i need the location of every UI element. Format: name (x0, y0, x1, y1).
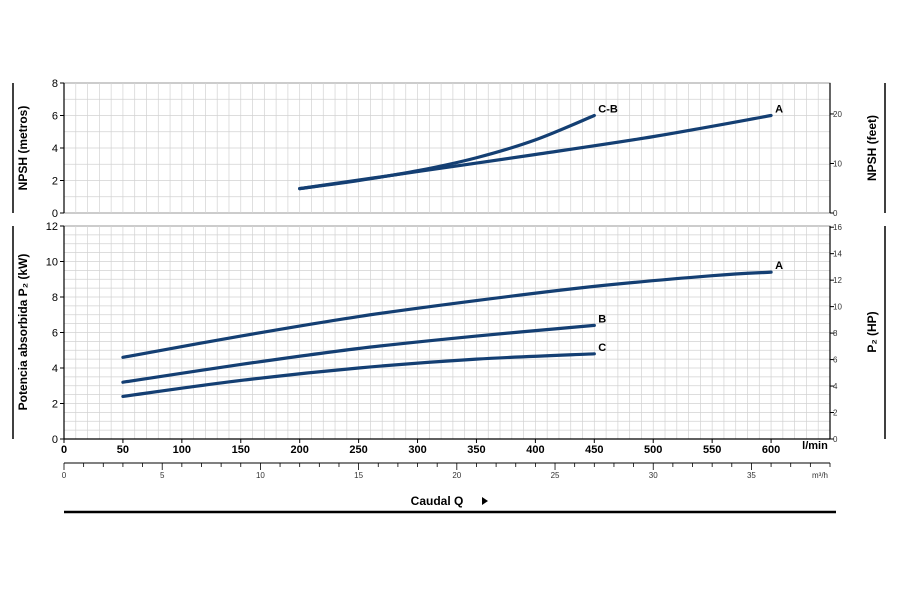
power-grid (64, 226, 830, 439)
m3h-tick-label: 10 (256, 471, 265, 480)
npsh-left-tick-label: 8 (52, 78, 58, 90)
npsh-left-tick-label: 2 (52, 176, 58, 188)
m3h-unit-label: m³/h (812, 471, 828, 480)
power-right-tick-label: 6 (833, 356, 838, 365)
flow-tick-label: 350 (467, 444, 485, 456)
power-right-tick-label: 4 (833, 382, 838, 391)
flow-tick-label: 100 (173, 444, 191, 456)
x-axis-title: Caudal Q (411, 494, 464, 508)
npsh-left-title: NPSH (metros) (16, 106, 30, 191)
power-left-tick-label: 2 (52, 399, 58, 411)
npsh-grid (64, 83, 830, 213)
npsh-right-tick-label: 0 (833, 209, 838, 218)
flow-tick-label: 50 (117, 444, 129, 456)
power-left-tick-label: 0 (52, 434, 58, 446)
power-curves: A B C (121, 260, 783, 398)
npsh-ticks: 0 2 4 6 8 0 10 20 (52, 78, 843, 220)
flow-tick-label: 150 (232, 444, 250, 456)
flow-tick-label: 250 (349, 444, 367, 456)
power-right-title: P₂ (HP) (865, 311, 879, 352)
power-curve-a (121, 270, 773, 359)
power-curve-label-b: B (598, 313, 606, 325)
flow-tick-label: 550 (703, 444, 721, 456)
power-right-tick-label: 10 (833, 303, 842, 312)
x-axis-arrow-icon (482, 497, 488, 505)
m3h-axis: 0 5 10 15 20 25 30 35 (62, 463, 831, 480)
npsh-right-tick-label: 10 (833, 159, 842, 168)
power-left-tick-label: 12 (46, 221, 58, 233)
flow-tick-label: 200 (291, 444, 309, 456)
flow-tick-label: 450 (585, 444, 603, 456)
power-right-tick-label: 16 (833, 223, 842, 232)
m3h-tick-label: 25 (551, 471, 560, 480)
power-right-tick-label: 2 (833, 409, 838, 418)
flow-tick-label: 300 (408, 444, 426, 456)
m3h-tick-label: 0 (62, 471, 67, 480)
power-left-title: Potencia absorbida P₂ (kW) (16, 254, 30, 411)
flow-ticks: 0 50 100 150 200 250 300 350 400 450 500 550 600 (61, 439, 780, 456)
npsh-curve-label-c-b: C-B (598, 104, 618, 116)
power-curve-b (121, 323, 596, 384)
power-left-tick-label: 4 (52, 363, 58, 375)
npsh-right-title: NPSH (feet) (865, 115, 879, 181)
m3h-tick-label: 30 (649, 471, 658, 480)
m3h-tick-label: 5 (160, 471, 165, 480)
flow-unit-label: l/min (802, 440, 828, 452)
power-left-tick-label: 6 (52, 328, 58, 340)
flow-tick-label: 500 (644, 444, 662, 456)
power-curve-label-c: C (598, 342, 606, 354)
power-ticks: 0 2 4 6 8 10 12 0 2 4 6 8 10 12 14 16 (46, 221, 843, 446)
m3h-tick-label: 35 (747, 471, 756, 480)
npsh-left-tick-label: 0 (52, 208, 58, 220)
flow-tick-label: 0 (61, 444, 67, 456)
npsh-curves: C-B A (298, 104, 783, 191)
npsh-curve-label-a: A (775, 104, 783, 116)
power-curve-label-a: A (775, 260, 783, 272)
npsh-left-tick-label: 6 (52, 111, 58, 123)
power-right-tick-label: 12 (833, 276, 842, 285)
npsh-right-tick-label: 20 (833, 110, 842, 119)
power-curve-c (121, 352, 596, 398)
power-right-tick-label: 14 (833, 250, 842, 259)
npsh-left-tick-label: 4 (52, 143, 58, 155)
power-left-tick-label: 10 (46, 257, 58, 269)
power-right-tick-label: 8 (833, 329, 838, 338)
flow-tick-label: 400 (526, 444, 544, 456)
m3h-tick-label: 20 (452, 471, 461, 480)
m3h-tick-label: 15 (354, 471, 363, 480)
power-left-tick-label: 8 (52, 292, 58, 304)
flow-tick-label: 600 (762, 444, 780, 456)
power-right-tick-label: 0 (833, 435, 838, 444)
npsh-curve-a (298, 113, 773, 191)
